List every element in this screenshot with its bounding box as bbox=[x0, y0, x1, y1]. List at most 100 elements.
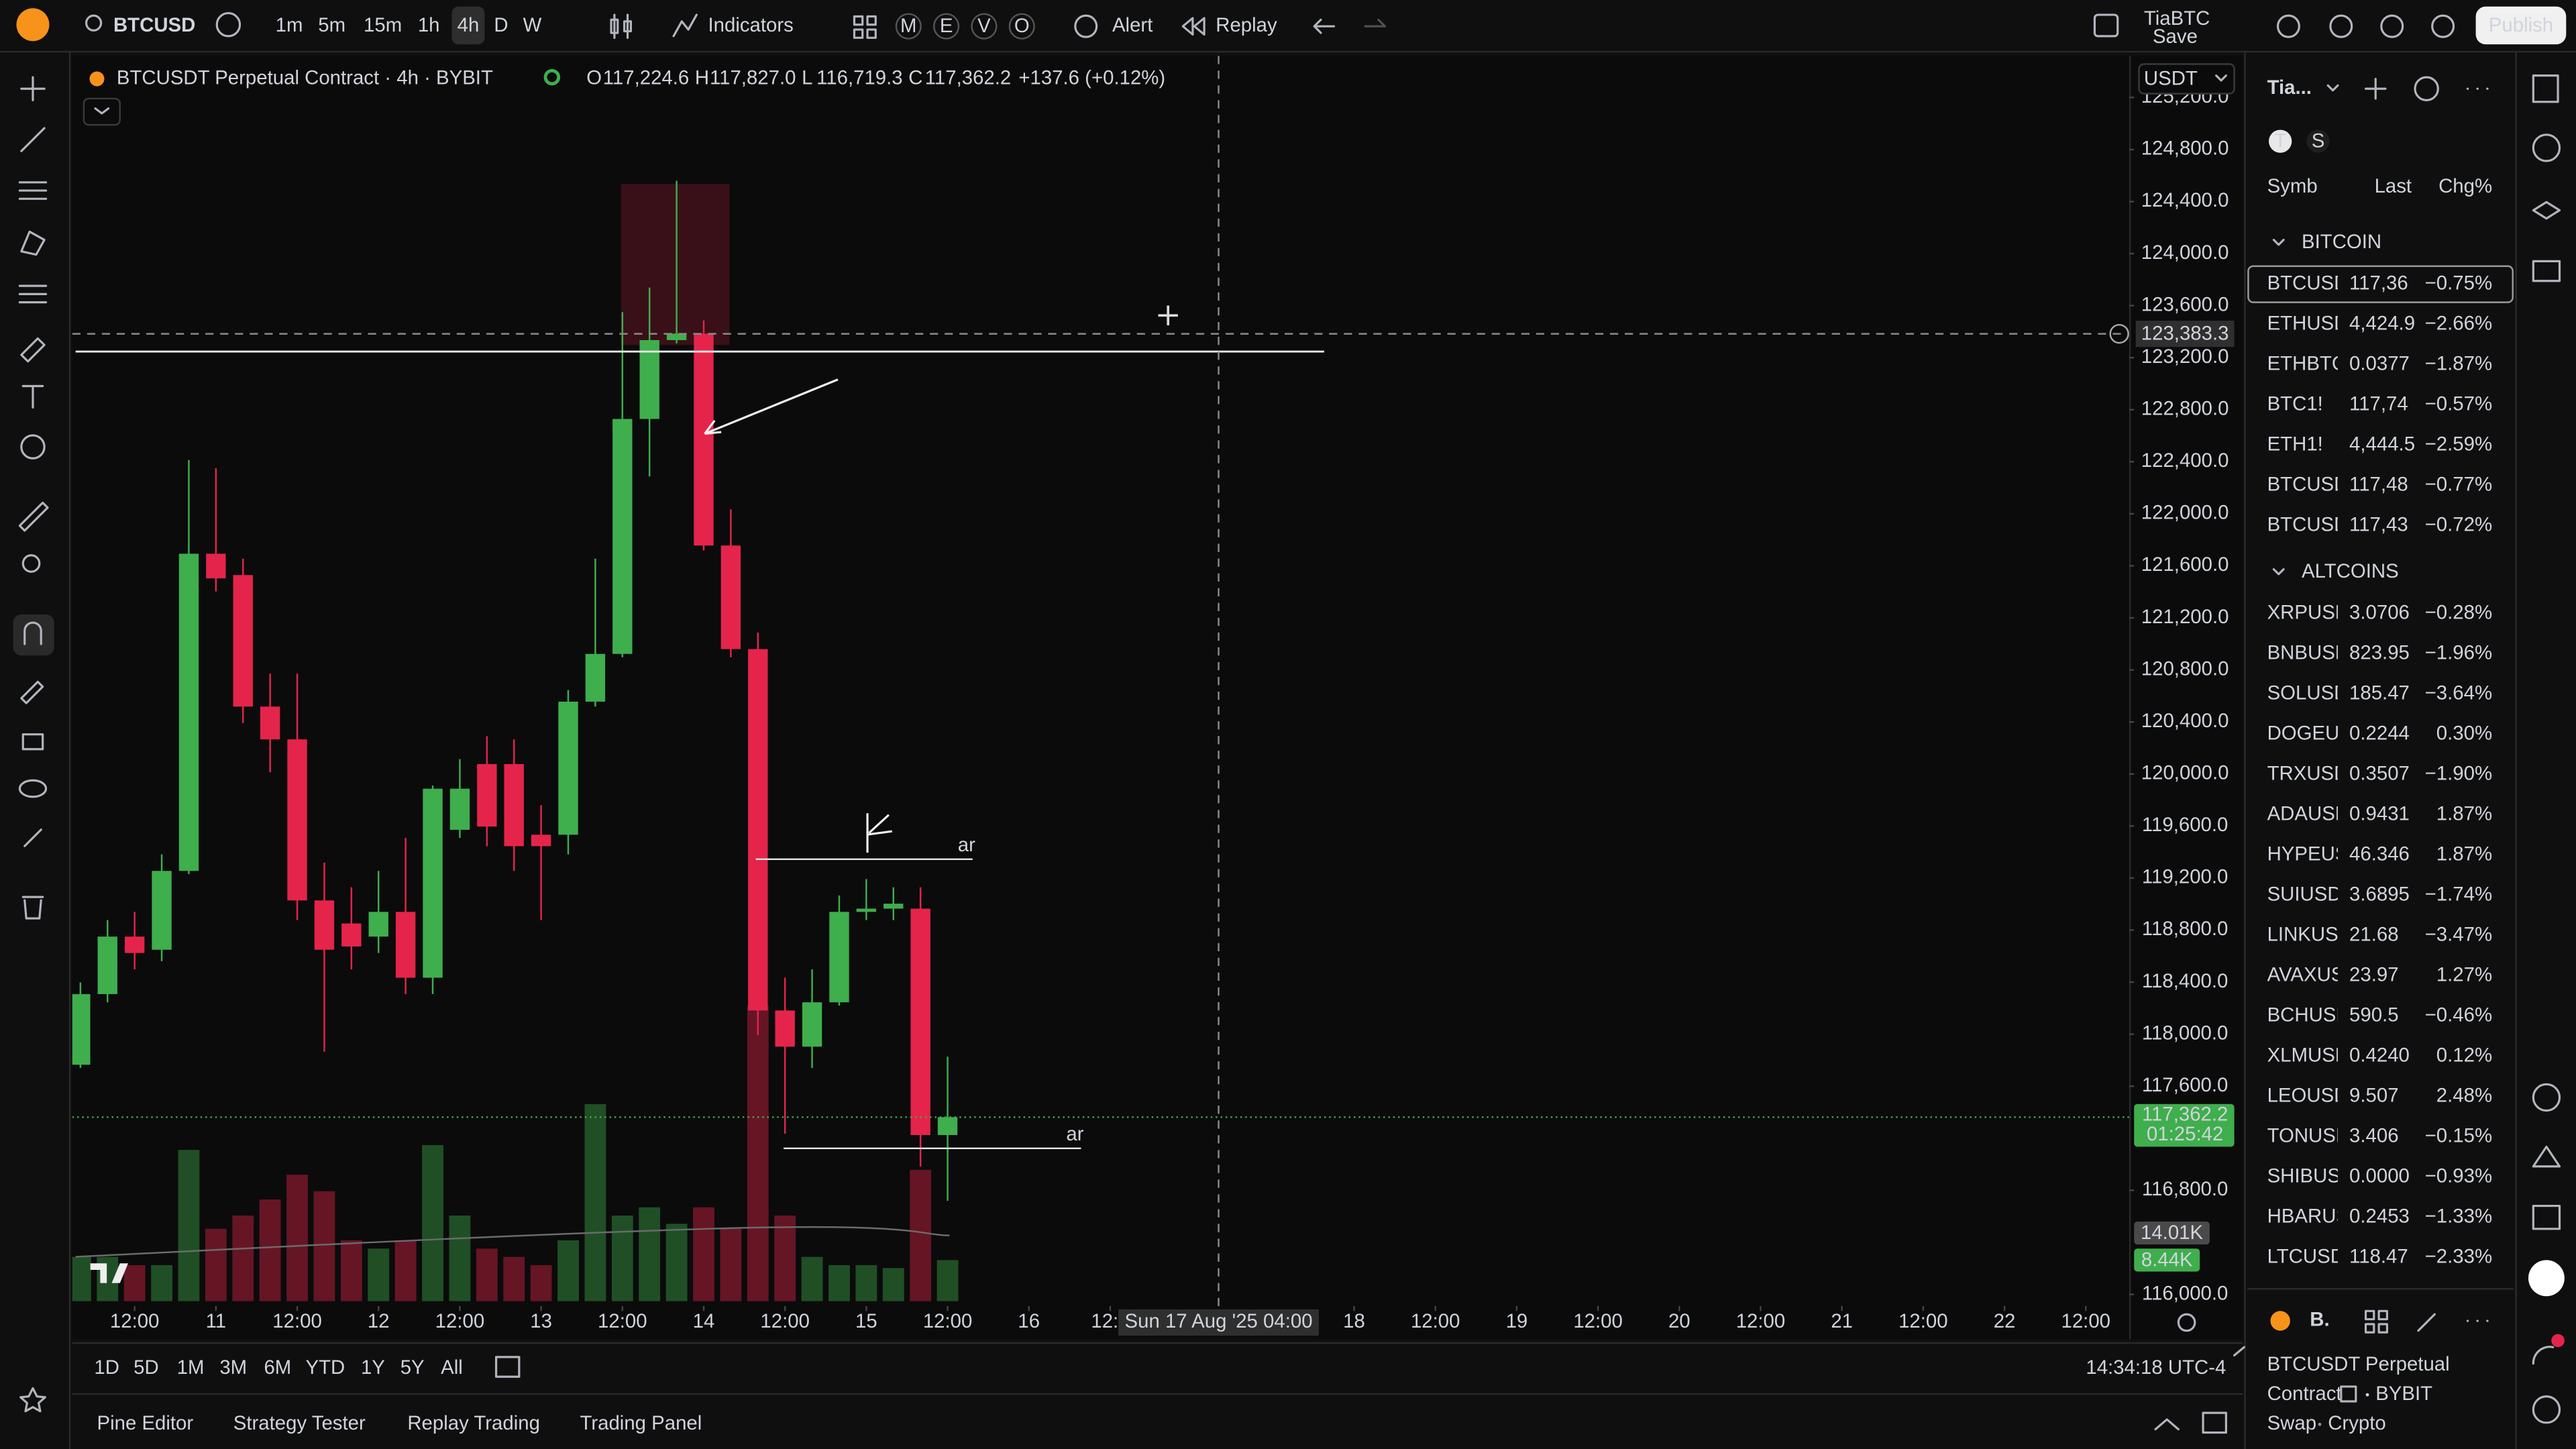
range[interactable]: 1D bbox=[94, 1356, 119, 1379]
candle-type[interactable] bbox=[610, 13, 632, 39]
row-symbol[interactable]: BNBUSD bbox=[2267, 641, 2349, 663]
toolbar-icon[interactable] bbox=[2431, 14, 2455, 38]
help-icon[interactable] bbox=[2532, 1395, 2561, 1424]
row-symbol[interactable]: LTCUSD bbox=[2267, 1245, 2345, 1267]
row-symbol[interactable]: ADAUSD bbox=[2267, 802, 2349, 824]
range[interactable]: 5D bbox=[133, 1356, 159, 1379]
link-tool[interactable] bbox=[23, 828, 42, 847]
toolbar-icon[interactable] bbox=[2380, 14, 2404, 38]
interval[interactable]: 15m bbox=[364, 14, 402, 36]
range[interactable]: 1M bbox=[177, 1356, 205, 1379]
legend-toggle[interactable] bbox=[83, 97, 121, 126]
ruler-tool[interactable] bbox=[18, 501, 49, 532]
tabs-collapse[interactable] bbox=[2154, 1418, 2180, 1431]
emoji-tool[interactable] bbox=[20, 434, 46, 460]
details-short[interactable]: B. bbox=[2310, 1309, 2329, 1331]
watchlist-icon[interactable] bbox=[2414, 76, 2439, 101]
tabs-maximize[interactable] bbox=[2202, 1411, 2227, 1434]
range[interactable]: 3M bbox=[219, 1356, 247, 1379]
range[interactable]: All bbox=[441, 1356, 463, 1379]
watchlist-icons[interactable] bbox=[2326, 77, 2387, 100]
chart-title[interactable]: BTCUSDT Perpetual Contract · 4h · BYBIT bbox=[117, 66, 493, 89]
apps-icon[interactable] bbox=[2528, 1260, 2565, 1297]
indicators[interactable]: Indicators bbox=[708, 14, 794, 36]
row-symbol[interactable]: ETH1! bbox=[2267, 433, 2323, 455]
delete-tool[interactable] bbox=[21, 896, 44, 920]
row-symbol[interactable]: BTCUSD bbox=[2267, 513, 2349, 535]
replay[interactable]: Replay bbox=[1216, 14, 1277, 36]
row-symbol[interactable]: BTC1! bbox=[2267, 392, 2323, 415]
toolbar-icon[interactable] bbox=[2276, 14, 2300, 38]
pattern-tool[interactable] bbox=[20, 230, 46, 256]
zoom-tool[interactable] bbox=[21, 554, 41, 573]
row-symbol[interactable]: HYPEUSD bbox=[2267, 843, 2363, 865]
magnet-active[interactable] bbox=[13, 614, 54, 656]
details-icons[interactable] bbox=[2364, 1309, 2489, 1334]
row-symbol[interactable]: HBARUSD bbox=[2267, 1205, 2364, 1227]
publish-btn[interactable] bbox=[2475, 6, 2567, 45]
flag[interactable] bbox=[2306, 129, 2330, 153]
hide-tool[interactable] bbox=[18, 779, 48, 798]
row-symbol[interactable]: SUIUSD bbox=[2267, 883, 2342, 905]
save[interactable]: Save bbox=[2153, 25, 2198, 48]
interval[interactable]: D bbox=[494, 14, 508, 36]
row-symbol[interactable]: XRPUSD bbox=[2267, 601, 2349, 623]
fib-tool[interactable] bbox=[18, 181, 48, 200]
interval[interactable]: W bbox=[523, 14, 542, 36]
collapse[interactable] bbox=[2233, 1346, 2245, 1357]
goto-date[interactable] bbox=[495, 1356, 521, 1378]
row-symbol[interactable]: BCHUSD bbox=[2267, 1004, 2351, 1026]
row-symbol[interactable]: SHIBUSD bbox=[2267, 1165, 2355, 1187]
symbol[interactable]: BTCUSD bbox=[113, 14, 195, 36]
row-symbol[interactable]: TRXUSD bbox=[2267, 762, 2349, 784]
range[interactable]: 1Y bbox=[361, 1356, 385, 1379]
undo[interactable] bbox=[1313, 18, 1336, 34]
forecast-tool[interactable] bbox=[18, 284, 48, 304]
text-tool[interactable] bbox=[21, 384, 44, 409]
alerts-icon[interactable] bbox=[2532, 133, 2561, 162]
watchlist-name[interactable]: Tia... bbox=[2267, 76, 2312, 99]
currency[interactable]: USDT bbox=[2144, 68, 2198, 90]
layout-circle[interactable] bbox=[895, 13, 922, 40]
row-symbol[interactable]: AVAXUSD bbox=[2267, 963, 2359, 985]
layout-circle[interactable] bbox=[1008, 13, 1035, 40]
line-tool[interactable] bbox=[20, 127, 46, 152]
flag[interactable] bbox=[2269, 129, 2292, 153]
crosshair-tool[interactable] bbox=[20, 76, 46, 101]
target-icon[interactable] bbox=[2532, 1083, 2561, 1112]
row-symbol[interactable]: DOGEUSD bbox=[2267, 722, 2367, 744]
tab[interactable]: Strategy Tester bbox=[233, 1412, 366, 1434]
add-symbol[interactable] bbox=[215, 12, 241, 38]
fullscreen-box[interactable] bbox=[2093, 13, 2119, 38]
alert-icon[interactable] bbox=[1074, 14, 1098, 38]
interval[interactable]: 1h bbox=[418, 14, 440, 36]
alert[interactable]: Alert bbox=[1112, 14, 1152, 36]
watchlist-icon[interactable] bbox=[2532, 74, 2559, 103]
clock[interactable]: 14:34:18 UTC-4 bbox=[2086, 1356, 2226, 1379]
row-symbol[interactable]: ETHUSD bbox=[2267, 312, 2349, 334]
crosshair-plus[interactable] bbox=[2109, 323, 2129, 344]
tab[interactable]: Trading Panel bbox=[580, 1412, 702, 1434]
favorites[interactable] bbox=[19, 1387, 46, 1413]
range[interactable]: 5Y bbox=[400, 1356, 425, 1379]
layout-circle[interactable] bbox=[933, 13, 960, 40]
brush-tool[interactable] bbox=[20, 337, 46, 363]
row-symbol[interactable]: ETHBTC bbox=[2267, 352, 2347, 374]
interval[interactable]: 5m bbox=[318, 14, 345, 36]
currency-box[interactable] bbox=[2138, 63, 2235, 95]
row-symbol[interactable]: LINKUSD bbox=[2267, 923, 2353, 945]
ext-link[interactable] bbox=[2340, 1385, 2357, 1403]
row-symbol[interactable]: XLMUSD bbox=[2267, 1044, 2349, 1066]
row-symbol[interactable]: LEOUSD bbox=[2267, 1084, 2349, 1106]
replay-icon[interactable] bbox=[1181, 17, 1205, 36]
stream-icon[interactable] bbox=[2532, 1346, 2555, 1365]
lock-draw-tool[interactable] bbox=[20, 680, 44, 704]
layouts-icon[interactable] bbox=[853, 15, 877, 39]
row-symbol[interactable]: TONUSD bbox=[2267, 1124, 2351, 1146]
publish[interactable]: Publish bbox=[2489, 14, 2553, 36]
logo[interactable] bbox=[16, 8, 50, 42]
interval[interactable]: 1m bbox=[276, 14, 303, 36]
layout-circle[interactable] bbox=[971, 13, 998, 40]
tab[interactable]: Pine Editor bbox=[97, 1412, 193, 1434]
row-symbol[interactable]: BTCUSD bbox=[2267, 272, 2349, 294]
